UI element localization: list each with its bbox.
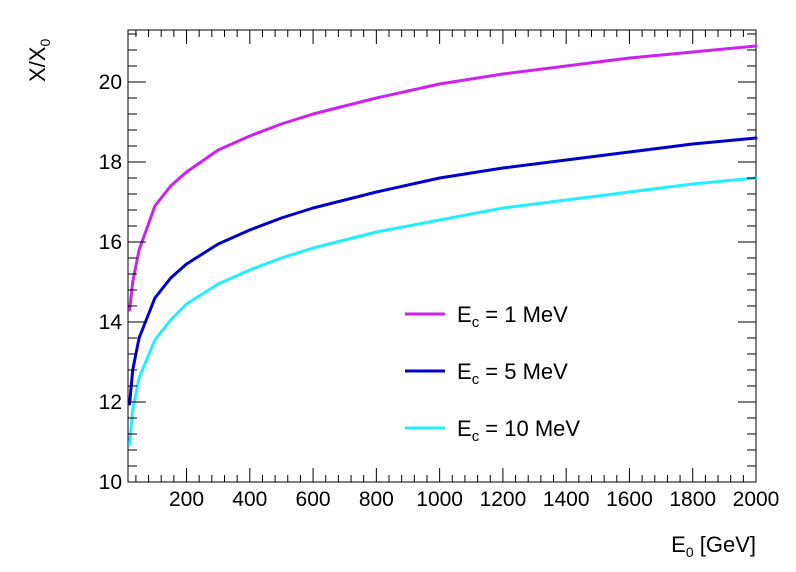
y-tick-label: 10	[99, 471, 122, 494]
x-tick-label: 400	[232, 488, 267, 511]
plot-border	[127, 29, 757, 483]
x-tick-label: 1400	[543, 488, 590, 511]
y-tick-label: 12	[99, 391, 122, 414]
x-tick-label: 1200	[480, 488, 527, 511]
legend-label-1: Ec = 1 MeV	[457, 302, 568, 331]
series-line-2	[128, 136, 758, 406]
y-tick-label: 18	[99, 151, 122, 174]
x-tick-label: 200	[169, 488, 204, 511]
axes-layer: 10 12 14 16 18 20 200 400 600 800 1000 1200 1400 1600…	[99, 30, 780, 511]
x-tick-label: 800	[359, 488, 394, 511]
series-layer	[128, 44, 758, 446]
y-tick-label: 14	[99, 311, 123, 334]
series-line-1	[128, 44, 758, 312]
y-tick-label: 16	[99, 231, 122, 254]
x-tick-label: 2000	[733, 488, 780, 511]
x-tick-label: 1000	[416, 488, 463, 511]
x-tick-label: 600	[296, 488, 331, 511]
legend-label-2: Ec = 5 MeV	[457, 359, 568, 388]
series-line-3	[128, 176, 758, 446]
legend: Ec = 1 MeV Ec = 5 MeV Ec = 10 MeV	[405, 302, 580, 445]
x-axis-title: E0 [GeV]	[671, 532, 756, 560]
x-tick-label: 1600	[606, 488, 653, 511]
y-axis-title: X/X0	[25, 39, 53, 82]
plot-frame	[127, 29, 757, 483]
legend-label-3: Ec = 10 MeV	[457, 416, 580, 445]
y-tick-label: 20	[99, 71, 122, 94]
x-tick-label: 1800	[669, 488, 716, 511]
